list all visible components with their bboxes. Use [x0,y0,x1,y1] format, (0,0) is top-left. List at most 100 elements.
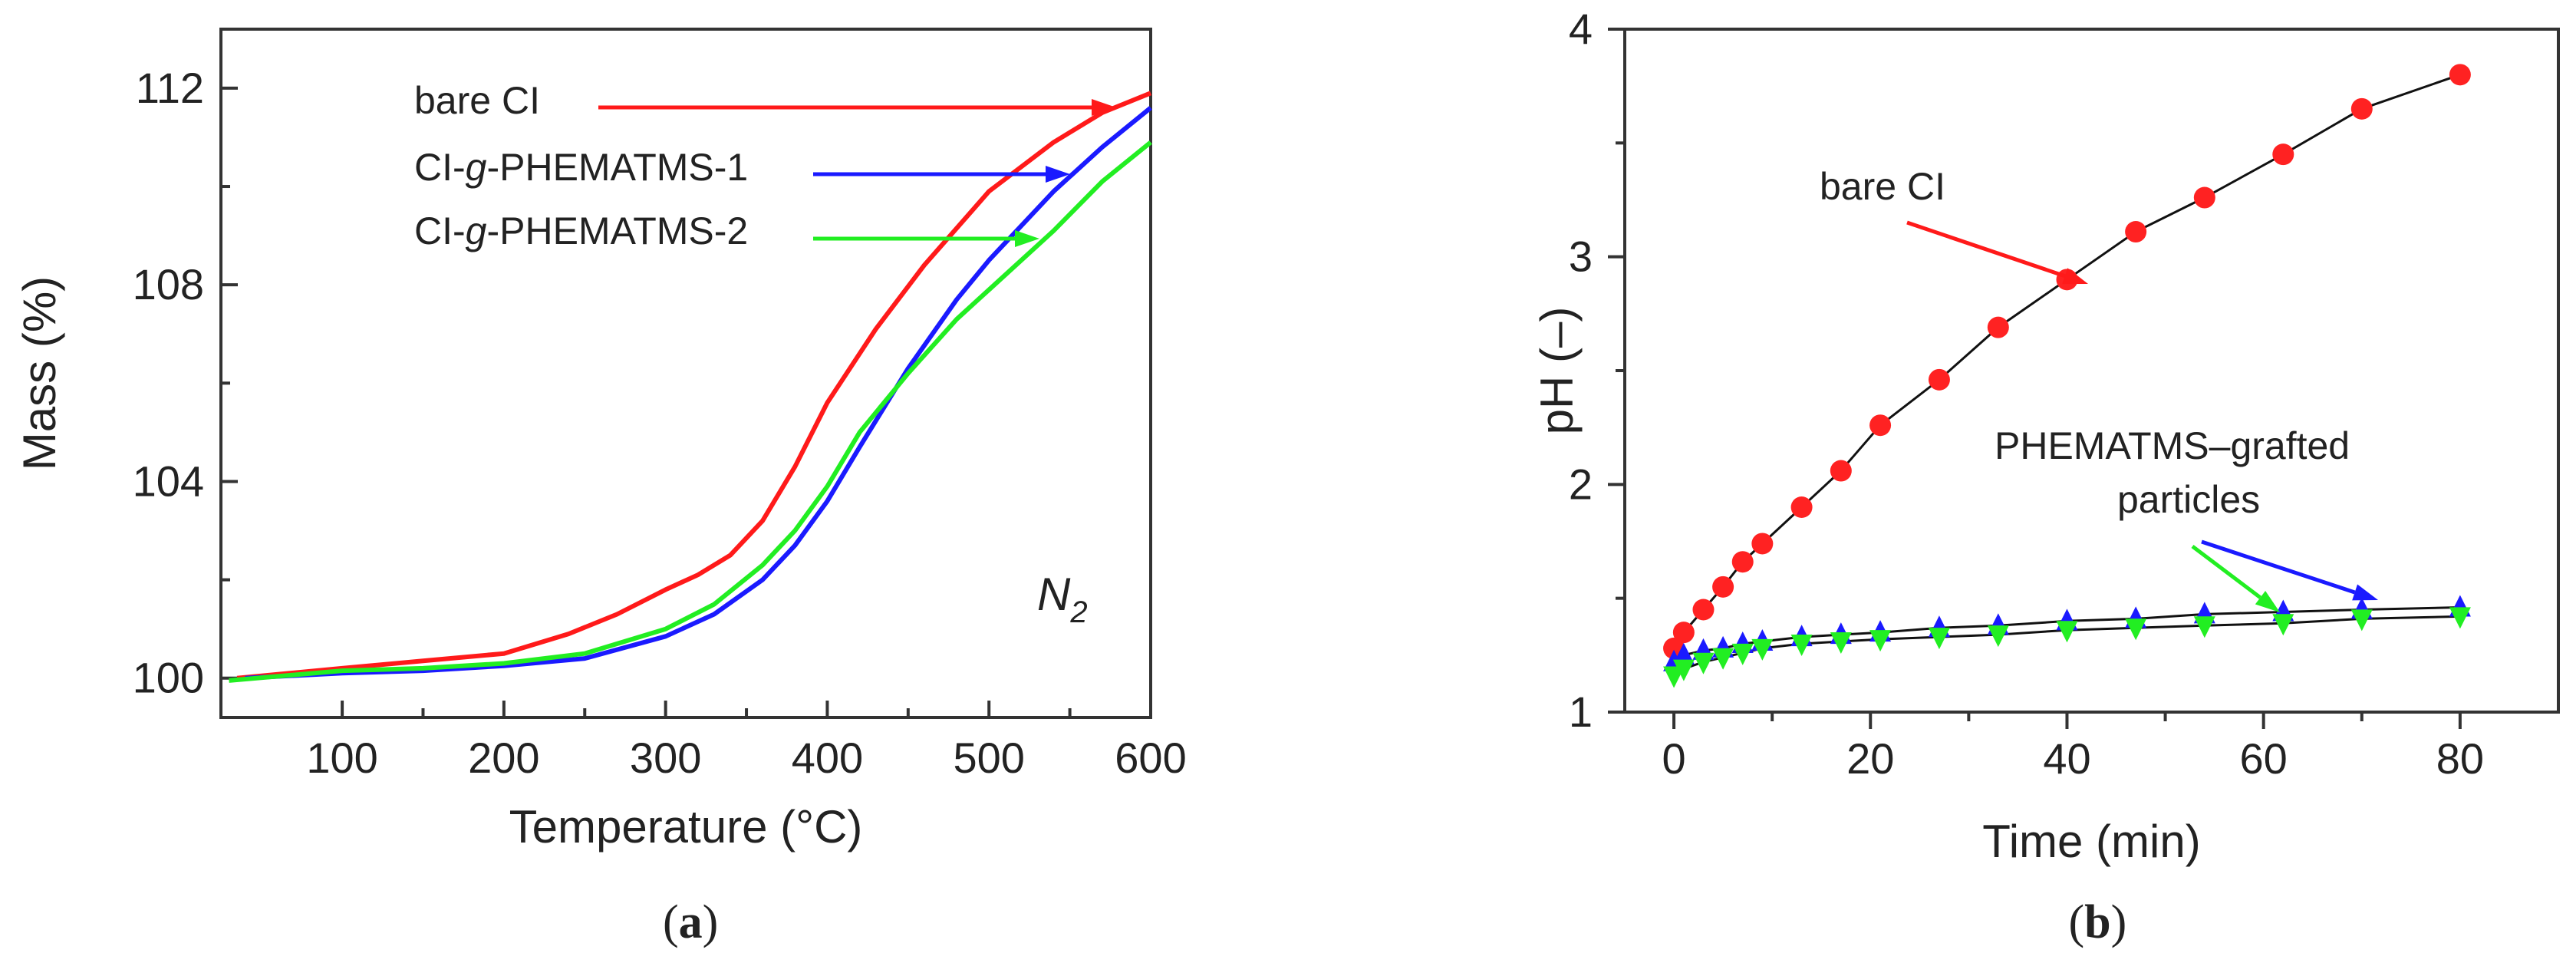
x-tick-label: 0 [1662,734,1685,783]
panel-a-tga-chart: 100 200 300 400 500 600 100 104 108 112 Temperatur… [14,28,1187,948]
panel-b-ph-chart: 0 20 40 60 80 1 2 3 4 Time (min) pH (–) bare CI PHEM… [1531,5,2560,948]
data-point [2193,186,2215,209]
data-point [2272,143,2294,166]
data-point [1692,599,1715,621]
data-point [1692,652,1715,674]
series-arrow-1-head [1092,99,1116,116]
annotation-grafted-line2: particles [2117,478,2260,521]
data-point [2125,618,2147,641]
data-point [1712,648,1734,670]
x-tick-label: 500 [953,734,1024,782]
y-tick-label: 3 [1569,233,1593,281]
y-tick-label: 104 [133,457,204,505]
annotation-grafted-line1: PHEMATMS–grafted [1995,424,2350,467]
data-point [1731,551,1754,573]
panel-label-open: ( [663,896,679,948]
annotation-arrow-grafted-2 [2191,545,2280,612]
y-axis-title: pH (–) [1531,307,1583,435]
y-tick-label: 4 [1569,5,1593,53]
data-point [1869,414,1892,437]
data-point [1751,638,1774,661]
data-point [1830,632,1852,655]
data-point [1672,642,1695,665]
series-line-1 [236,91,1152,681]
series-arrow-3 [813,230,1039,247]
x-tick-label: 20 [1846,734,1894,783]
annotation-arrow-bare-ci [1906,220,2088,285]
y-tick-label: 2 [1569,460,1593,508]
annotation-arrow-grafted-1-shaft [2201,539,2356,595]
panel-label-a: (a) [663,896,718,948]
series-label-3: CI-g-PHEMATMS-2 [414,209,748,252]
y-tick-label: 1 [1569,688,1593,736]
x-axis-title: Temperature (°C) [509,801,863,853]
annotation-bare-ci: bare CI [1820,165,1945,208]
atmosphere-symbol: N [1037,569,1071,620]
x-tick-label: 600 [1115,734,1186,782]
data-point [1987,316,2009,338]
data-point [1928,368,1950,391]
series-arrow-1 [598,99,1116,116]
data-point [2056,621,2078,643]
data-point [2350,609,2373,632]
annotation-arrow-grafted-1-head [2352,584,2378,601]
data-point [1672,622,1695,644]
series-label-part: CI- [414,209,466,252]
panel-label-letter: b [2084,896,2110,948]
data-point [1987,625,2009,648]
series-arrow-2 [813,166,1070,183]
atmosphere-subscript: 2 [1069,595,1087,629]
data-point [2193,616,2215,638]
panel-label-letter: a [679,896,703,948]
data-point [1672,659,1695,681]
series-label-part: g [466,146,487,189]
data-point [1869,630,1892,652]
y-tick-label: 100 [133,654,204,702]
panel-label-b: (b) [2069,896,2127,948]
x-axis-title: Time (min) [1982,816,2200,867]
data-point [2449,64,2471,86]
series-label-part: bare CI [414,79,540,122]
data-point [1830,460,1852,482]
data-point [2449,607,2471,629]
data-point [2350,97,2373,120]
plot-frame [219,28,1152,719]
annotation-arrow-bare-ci-shaft [1906,220,2066,279]
data-point [2272,614,2294,636]
x-tick-label: 200 [468,734,539,782]
series-label-part: CI- [414,146,466,189]
series-label-2: CI-g-PHEMATMS-1 [414,146,748,189]
atmosphere-label: N2 [1037,569,1088,629]
series-label-part: g [466,209,487,252]
data-point [1790,496,1813,518]
y-axis-title: Mass (%) [14,276,65,470]
series-label-part: -PHEMATMS-2 [486,209,748,252]
annotation-arrow-grafted-2-shaft [2191,545,2261,599]
annotation-arrow-grafted-1 [2201,539,2378,601]
annotation-arrow-bare-ci-head [2062,268,2088,285]
data-point [1712,575,1734,598]
data-point [2125,221,2147,243]
series-line-3 [229,140,1152,683]
x-tick-label: 60 [2240,734,2288,783]
series-label-part: -PHEMATMS-1 [486,146,748,189]
x-tick-label: 400 [792,734,863,782]
series-label-1: bare CI [414,79,540,122]
series-arrow-2-head [1046,166,1070,183]
annotation-arrow-grafted-2-head [2255,590,2280,612]
data-point [1790,635,1813,656]
data-point [1751,533,1774,555]
x-tick-label: 80 [2436,734,2484,783]
x-tick-label: 100 [306,734,377,782]
data-point [1928,628,1950,650]
x-tick-label: 300 [630,734,701,782]
panel-label-close: ) [2111,896,2127,948]
y-tick-label: 112 [136,64,204,112]
data-point [1731,643,1754,665]
y-tick-label: 108 [133,260,204,308]
x-tick-label: 40 [2043,734,2090,783]
panel-label-close: ) [703,896,719,948]
panel-label-open: ( [2069,896,2085,948]
series-arrow-3-head [1015,230,1039,247]
